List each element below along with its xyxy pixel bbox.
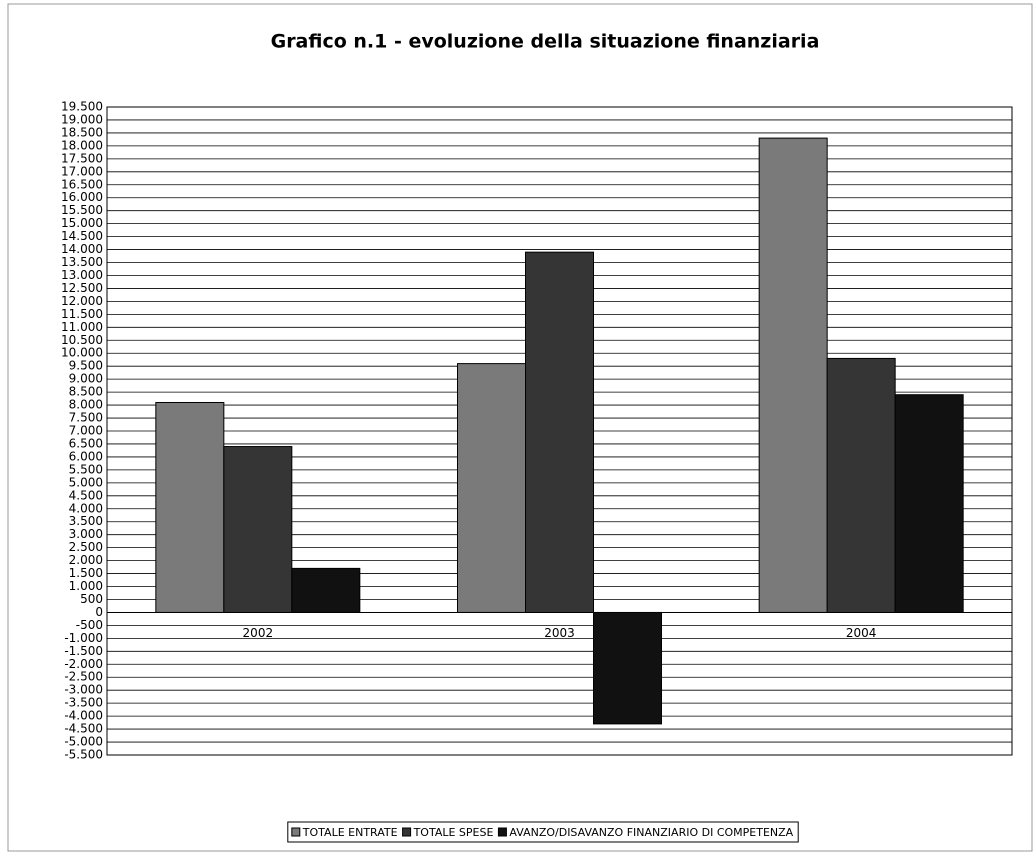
chart-title: Grafico n.1 - evoluzione della situazion… xyxy=(271,31,820,53)
bar xyxy=(155,401,225,613)
y-tick-label: 2.000 xyxy=(69,553,103,567)
y-tick-label: 12.000 xyxy=(61,294,103,308)
y-tick-label: 14.000 xyxy=(61,242,103,256)
legend-box xyxy=(287,821,799,843)
y-tick-label: 16.000 xyxy=(61,190,103,204)
y-tick-label: 18.500 xyxy=(61,125,103,139)
legend-swatch xyxy=(291,827,301,837)
y-tick-label: 17.500 xyxy=(61,151,103,165)
legend-label: AVANZO/DISAVANZO FINANZIARIO DI COMPETEN… xyxy=(509,826,793,839)
y-tick-label: -3.500 xyxy=(64,696,103,710)
chart-border xyxy=(7,3,1033,852)
y-tick-label: 6.000 xyxy=(69,449,103,463)
y-tick-label: 1.500 xyxy=(69,566,103,580)
y-tick-label: 9.500 xyxy=(69,359,103,373)
y-tick-label: 5.000 xyxy=(69,475,103,489)
y-tick-label: 2.500 xyxy=(69,540,103,554)
y-tick-label: 9.000 xyxy=(69,372,103,386)
y-tick-label: 18.000 xyxy=(61,138,103,152)
y-tick-label: 8.500 xyxy=(69,385,103,399)
y-tick-label: -3.000 xyxy=(64,683,103,697)
y-tick-label: -5.500 xyxy=(64,748,103,762)
y-tick-label: -500 xyxy=(76,618,103,632)
x-tick-label: 2004 xyxy=(846,626,877,640)
y-tick-label: 4.000 xyxy=(69,501,103,515)
y-tick-label: 500 xyxy=(80,592,103,606)
bar xyxy=(826,357,896,613)
x-tick-label: 2002 xyxy=(243,626,274,640)
bar xyxy=(894,394,964,613)
legend-swatch xyxy=(402,827,412,837)
y-tick-label: 7.500 xyxy=(69,411,103,425)
y-tick-label: -4.000 xyxy=(64,709,103,723)
y-tick-label: 6.500 xyxy=(69,436,103,450)
y-tick-label: 10.500 xyxy=(61,333,103,347)
bar xyxy=(457,363,526,613)
legend-swatch xyxy=(497,827,507,837)
bar xyxy=(291,567,361,613)
y-tick-label: 7.000 xyxy=(69,424,103,438)
y-tick-label: 4.500 xyxy=(69,488,103,502)
bar xyxy=(593,611,662,725)
y-tick-label: 1.000 xyxy=(69,579,103,593)
y-tick-label: 13.000 xyxy=(61,268,103,282)
bar xyxy=(758,137,828,613)
bar xyxy=(223,446,293,613)
y-tick-label: 16.500 xyxy=(61,177,103,191)
y-tick-label: 19.000 xyxy=(61,112,103,126)
y-tick-label: -5.000 xyxy=(64,735,103,749)
y-tick-label: 15.000 xyxy=(61,216,103,230)
y-tick-label: 13.500 xyxy=(61,255,103,269)
y-tick-label: 11.500 xyxy=(61,307,103,321)
legend-label: TOTALE ENTRATE xyxy=(302,826,398,839)
y-tick-label: 14.500 xyxy=(61,229,103,243)
legend-label: TOTALE SPESE xyxy=(413,826,494,839)
x-tick-label: 2003 xyxy=(544,626,575,640)
y-tick-label: 12.500 xyxy=(61,281,103,295)
y-tick-label: 19.500 xyxy=(61,100,103,114)
y-tick-label: 5.500 xyxy=(69,462,103,476)
y-tick-label: -4.500 xyxy=(64,722,103,736)
y-tick-label: 11.000 xyxy=(61,320,103,334)
y-tick-label: 17.000 xyxy=(61,164,103,178)
y-tick-label: 15.500 xyxy=(61,203,103,217)
y-tick-label: 8.000 xyxy=(69,398,103,412)
y-tick-label: -1.500 xyxy=(64,644,103,658)
y-tick-label: 10.000 xyxy=(61,346,103,360)
y-tick-label: -1.000 xyxy=(64,631,103,645)
y-tick-label: -2.000 xyxy=(64,657,103,671)
y-tick-label: 3.500 xyxy=(69,514,103,528)
y-tick-label: 3.000 xyxy=(69,527,103,541)
y-tick-label: -2.500 xyxy=(64,670,103,684)
y-tick-label: 0 xyxy=(95,605,103,619)
bar xyxy=(525,251,594,613)
